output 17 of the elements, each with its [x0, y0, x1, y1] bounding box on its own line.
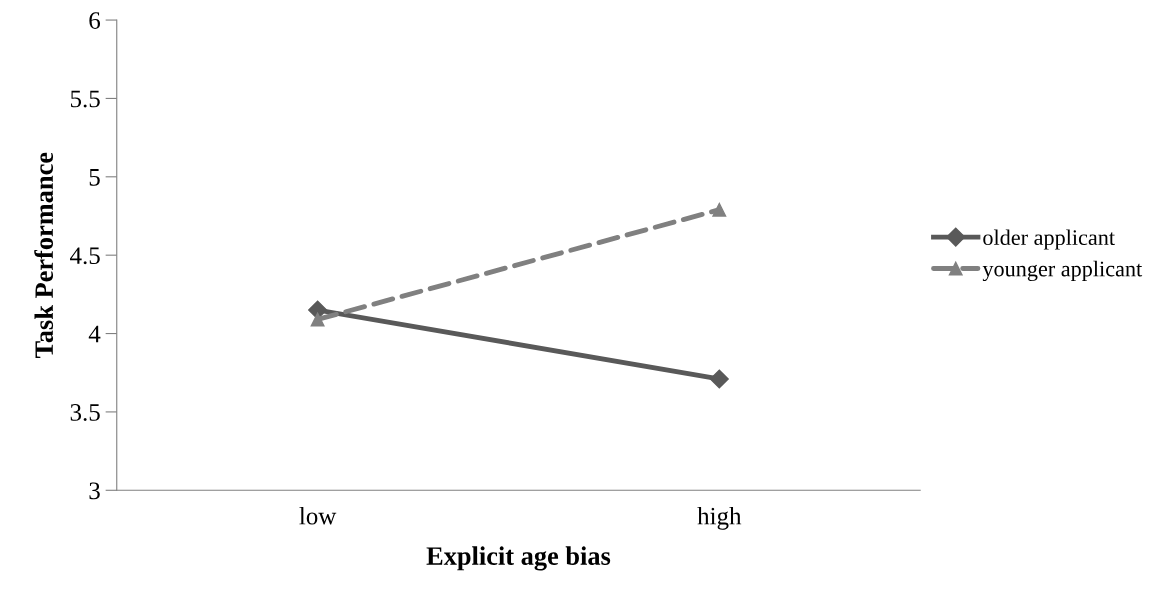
legend-label: younger applicant [982, 260, 1143, 282]
x-tick-label: low [299, 506, 337, 525]
legend-label: older applicant [983, 229, 1115, 250]
point [308, 300, 328, 320]
point [310, 312, 325, 327]
y-tick-label: 5.5 [70, 90, 100, 108]
y-tick-label: 4.5 [70, 247, 100, 265]
x-tick-label: high [697, 506, 742, 530]
y-tick-label: 5 [89, 169, 100, 186]
y-tick-label: 3.5 [70, 404, 100, 421]
point [709, 369, 729, 389]
x-axis-title: Explicit age bias [426, 546, 611, 571]
y-tick-label: 3 [89, 482, 100, 500]
point [712, 202, 727, 217]
y-tick-label: 4 [88, 325, 101, 343]
y-axis-title: Task Performance [34, 152, 54, 358]
y-tick-label: 6 [89, 12, 101, 29]
